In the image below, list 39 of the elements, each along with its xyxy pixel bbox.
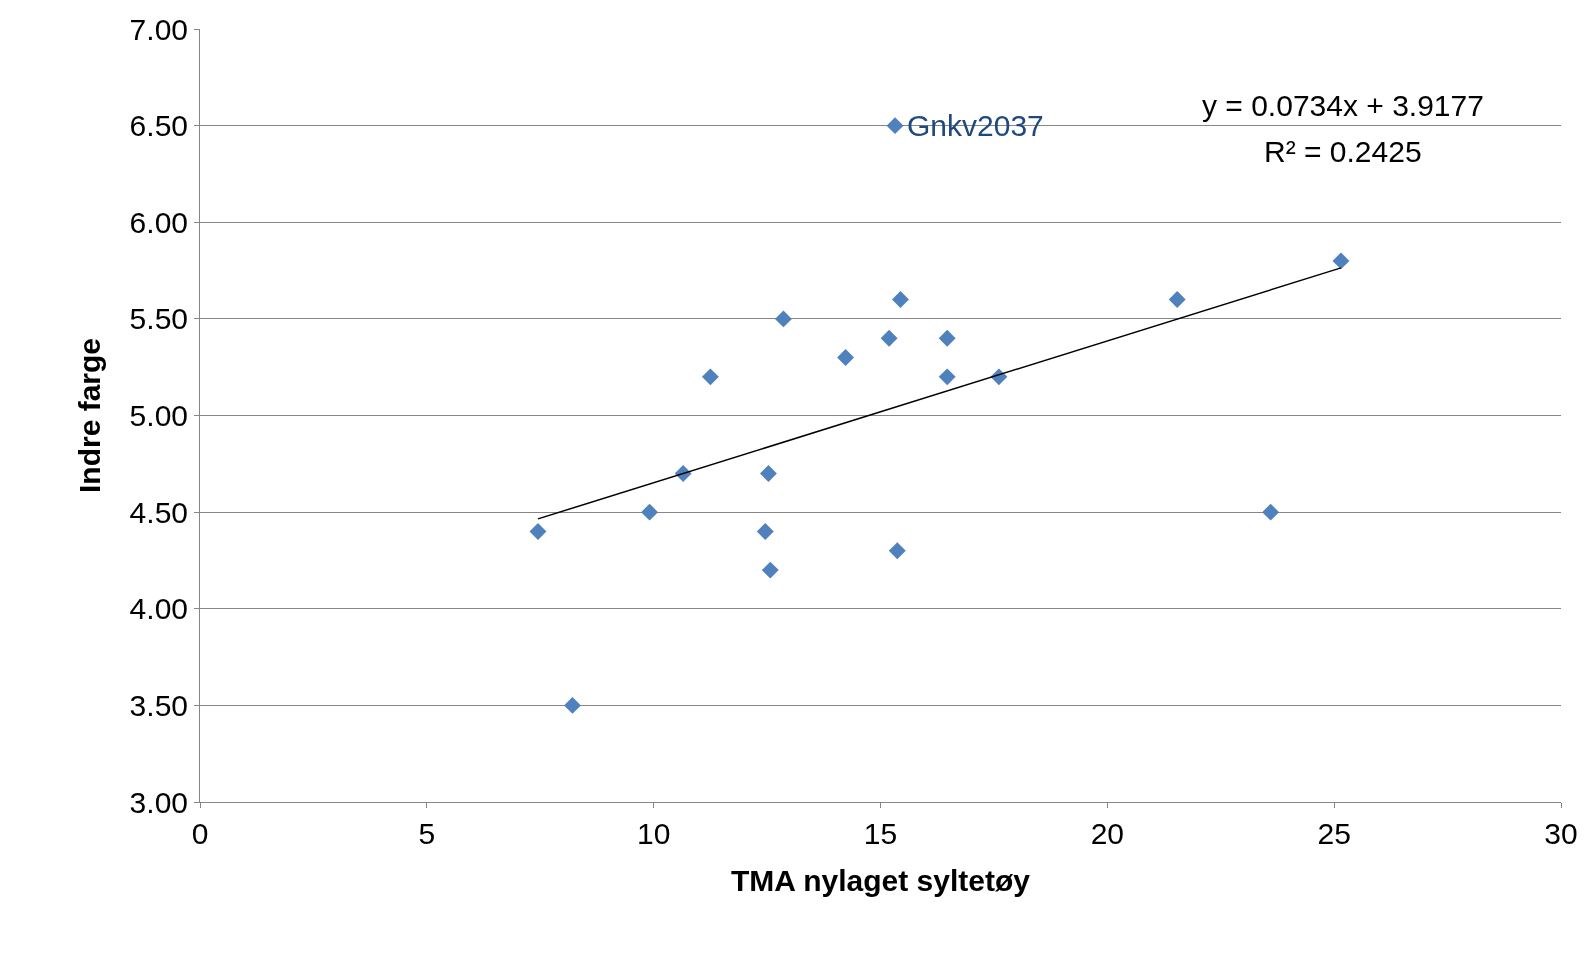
y-tick-label: 5.00 xyxy=(129,399,188,432)
point xyxy=(641,503,659,521)
point xyxy=(759,465,777,482)
point xyxy=(756,523,774,540)
y-axis-title: Indre farge xyxy=(72,337,106,494)
point xyxy=(701,368,719,386)
x-tick-label: 25 xyxy=(1317,817,1351,850)
point xyxy=(1262,503,1280,521)
y-tick-label: 7.00 xyxy=(129,12,188,46)
x-tick-label: 15 xyxy=(863,817,898,850)
point xyxy=(774,310,792,328)
point xyxy=(529,523,547,540)
annotation: R² = 0.2425 xyxy=(1264,135,1422,168)
x-tick-label: 30 xyxy=(1544,817,1578,850)
y-tick-label: 3.50 xyxy=(129,688,188,722)
x-tick-label: 5 xyxy=(418,817,436,850)
point xyxy=(888,542,906,560)
point xyxy=(564,696,581,714)
point xyxy=(761,561,779,579)
annotation: y = 0.0734x + 3.9177 xyxy=(1202,89,1484,122)
x-tick-label: 10 xyxy=(636,817,671,850)
x-tick-label: 0 xyxy=(191,817,209,850)
y-tick-label: 5.50 xyxy=(129,302,188,336)
point xyxy=(886,117,904,135)
point xyxy=(880,329,898,347)
y-tick-label: 6.00 xyxy=(129,205,188,239)
y-tick-label: 3.00 xyxy=(129,785,188,819)
annotation: Gnkv2037 xyxy=(907,109,1044,142)
point xyxy=(1332,252,1350,270)
point xyxy=(837,349,855,366)
point xyxy=(938,368,956,386)
y-tick-label: 4.00 xyxy=(129,592,188,626)
y-tick-label: 6.50 xyxy=(129,109,188,143)
point xyxy=(892,291,909,308)
x-axis-title: TMA nylaget syltetøy xyxy=(731,863,1031,897)
point xyxy=(938,329,956,347)
x-tick-label: 20 xyxy=(1090,817,1125,850)
point xyxy=(1168,291,1186,308)
y-tick-label: 4.50 xyxy=(129,495,188,529)
